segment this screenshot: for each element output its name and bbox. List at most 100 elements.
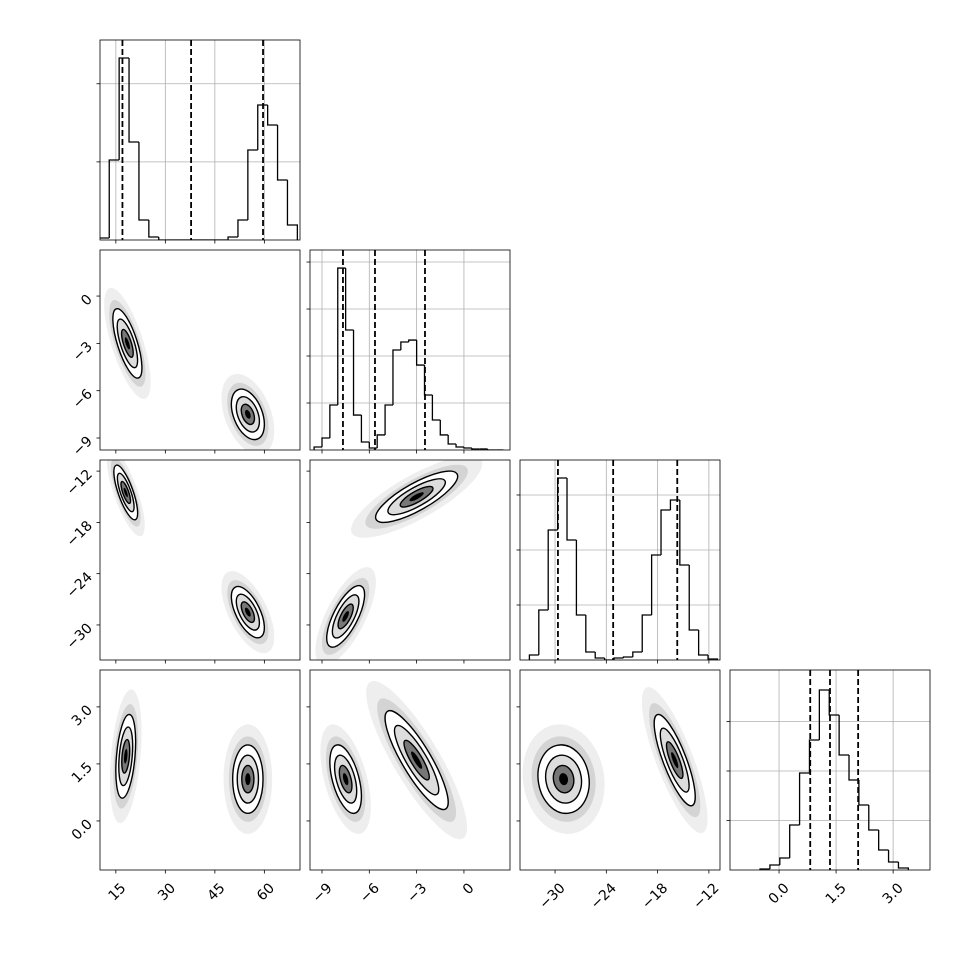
hist-step — [352, 329, 362, 416]
x-tick-label: 45 — [205, 880, 229, 904]
hist-step — [100, 237, 110, 239]
y-tick-label: −24 — [64, 569, 96, 601]
hist-step — [547, 529, 558, 610]
density-core — [671, 752, 679, 769]
hist-step — [257, 104, 268, 150]
hist-step — [848, 755, 859, 781]
hist-step — [622, 656, 633, 659]
hist-step — [868, 805, 879, 831]
panel-frame — [99, 669, 301, 871]
panel-frame — [519, 669, 721, 871]
panel-frame — [99, 249, 301, 451]
x-tick-label: 60 — [254, 880, 278, 904]
hist-step — [789, 824, 800, 859]
hist-step — [337, 267, 346, 405]
hist-step — [697, 630, 709, 656]
hist-step — [594, 652, 605, 659]
y-tick-label: 0 — [78, 292, 96, 310]
hist-step — [575, 539, 586, 616]
hist-step — [486, 448, 496, 450]
hist-step — [897, 861, 909, 870]
x-tick-label: 0.0 — [766, 880, 793, 907]
hist-step — [400, 341, 409, 350]
hist-step — [321, 437, 330, 447]
hist-step — [276, 125, 288, 181]
panel: 15 30 45 60 0.0 1.5 3.0 — [69, 669, 301, 904]
hist-step — [838, 715, 850, 756]
hist-step — [286, 180, 299, 240]
hist-step — [779, 857, 790, 865]
hist-step — [566, 477, 577, 541]
density-core — [409, 492, 424, 502]
plot-area — [520, 460, 720, 660]
panel — [306, 249, 511, 454]
hist-step — [818, 689, 830, 740]
y-tick-label: −30 — [64, 620, 96, 652]
hist-step — [669, 499, 680, 510]
density-core — [559, 773, 569, 786]
panel-frame — [519, 459, 721, 661]
hist-step — [267, 105, 278, 126]
x-tick-label: −9 — [310, 880, 336, 906]
density-core — [124, 337, 130, 350]
x-tick-label: 30 — [155, 880, 179, 904]
hist-step — [329, 404, 338, 438]
hist-step — [769, 864, 780, 870]
plot-area — [730, 670, 930, 870]
y-tick-label: −18 — [64, 518, 96, 550]
hist-step — [556, 477, 568, 530]
hist-step — [538, 609, 549, 655]
panel-frame — [99, 39, 301, 241]
hist-step — [641, 614, 652, 653]
y-tick-label: 1.5 — [69, 759, 96, 786]
panel-frame — [309, 459, 511, 661]
x-tick-label: −18 — [639, 880, 671, 912]
plot-area — [310, 250, 510, 450]
panel — [516, 459, 721, 664]
density-core — [124, 748, 128, 764]
hist-step — [237, 219, 248, 238]
y-tick-label: 0.0 — [69, 816, 96, 843]
hist-step — [376, 434, 386, 449]
hist-step — [313, 446, 322, 450]
x-tick-label: −30 — [536, 880, 568, 912]
panel: −9 −6 −3 0 — [306, 669, 511, 906]
x-tick-label: 0 — [460, 880, 478, 898]
hist-step — [660, 509, 671, 555]
y-tick-label: −12 — [64, 467, 96, 499]
density-core — [245, 773, 251, 786]
hist-step — [247, 149, 258, 220]
hist-step — [384, 404, 393, 435]
x-tick-label: −6 — [357, 880, 383, 906]
x-tick-label: 15 — [106, 880, 130, 904]
hist-step — [158, 237, 169, 240]
panel: 0.0 1.5 3.0 — [726, 669, 931, 907]
hist-step — [463, 446, 472, 449]
hist-step — [408, 339, 417, 343]
y-tick-label: −9 — [70, 434, 96, 460]
density-core — [342, 611, 349, 622]
density-core — [244, 409, 251, 419]
panel — [96, 39, 301, 244]
plot-area — [104, 287, 275, 450]
panel: −30 −24 −18 −12 — [516, 669, 723, 913]
hist-step — [471, 448, 480, 450]
x-tick-label: −24 — [588, 880, 620, 912]
panel — [306, 459, 511, 664]
hist-step — [455, 443, 464, 448]
plot-area — [100, 40, 300, 240]
hist-step — [528, 654, 539, 660]
hist-step — [118, 57, 130, 160]
hist-step — [148, 220, 159, 238]
hist-step — [431, 395, 441, 421]
density-core — [411, 751, 423, 769]
panel-frame — [99, 459, 301, 661]
hist-step — [798, 772, 810, 825]
density-core — [123, 487, 128, 498]
panel-frame — [309, 669, 511, 871]
hist-step — [415, 340, 425, 366]
hist-step — [128, 57, 139, 143]
hist-step — [138, 142, 149, 221]
plot-area — [315, 460, 483, 660]
